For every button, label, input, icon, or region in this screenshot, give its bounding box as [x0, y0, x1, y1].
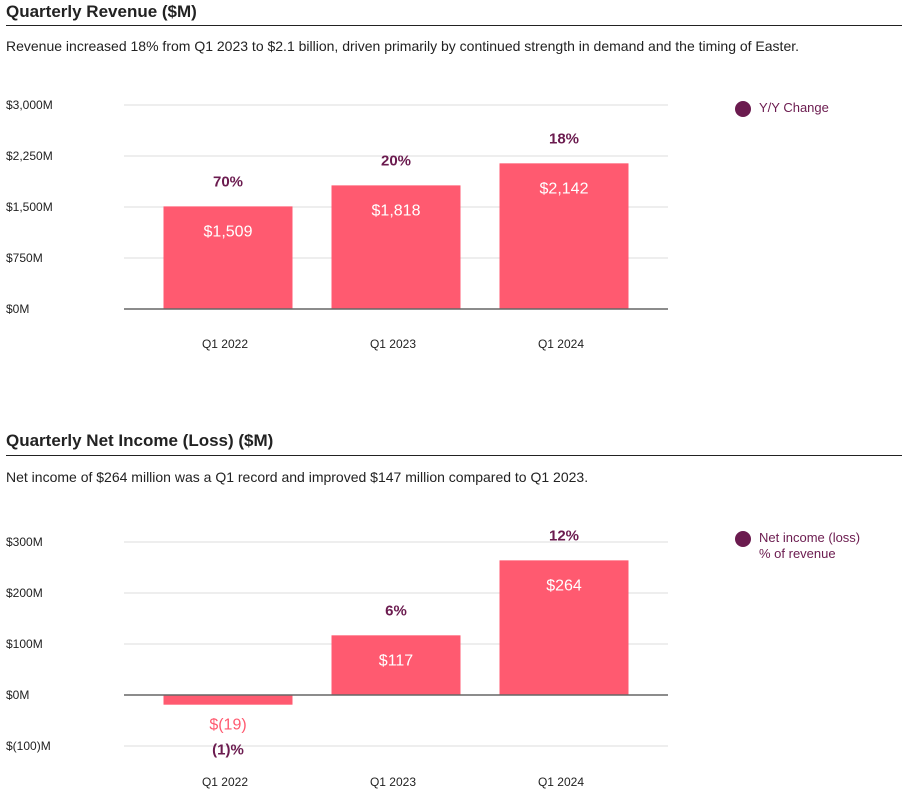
- net-income-x-category-label: Q1 2023: [370, 775, 416, 789]
- revenue-chart: $0M $750M $1,500M $2,250M $3,000M $1,509 70% Q1…: [6, 98, 668, 351]
- net-income-bar: [499, 560, 629, 695]
- revenue-y-tick-label: $0M: [6, 302, 29, 316]
- revenue-chart-title: Quarterly Revenue ($M): [6, 2, 197, 21]
- net-income-bar-pct-label: 6%: [385, 602, 407, 619]
- net-income-title-rule: [6, 455, 902, 456]
- revenue-legend: Y/Y Change: [735, 100, 829, 117]
- net-income-bar-value-label: $264: [546, 577, 582, 594]
- revenue-bar-value-label: $1,818: [372, 202, 421, 219]
- net-income-legend: Net income (loss) % of revenue: [735, 530, 860, 562]
- revenue-x-category-label: Q1 2024: [538, 337, 584, 351]
- net-income-legend-line1: Net income (loss): [759, 530, 861, 545]
- net-income-bar-value-label: $(19): [209, 717, 246, 734]
- revenue-bar-pct-label: 18%: [549, 130, 579, 147]
- revenue-y-tick-label: $2,250M: [6, 149, 53, 163]
- revenue-bar-pct-label: 20%: [381, 152, 411, 169]
- net-income-bar: [331, 635, 461, 695]
- revenue-bar-value-label: $2,142: [540, 180, 589, 197]
- revenue-bar: [331, 185, 461, 309]
- net-income-legend-line2: % of revenue: [759, 546, 836, 561]
- net-income-bar-pct-label: 12%: [549, 527, 579, 544]
- revenue-y-tick-label: $1,500M: [6, 200, 53, 214]
- net-income-y-tick-label: $300M: [6, 535, 43, 549]
- net-income-y-tick-label: $(100)M: [6, 739, 51, 753]
- net-income-y-tick-label: $0M: [6, 688, 29, 702]
- revenue-y-tick-label: $750M: [6, 251, 43, 265]
- revenue-legend-text: Y/Y Change: [759, 100, 829, 116]
- revenue-x-category-label: Q1 2022: [202, 337, 248, 351]
- net-income-legend-text: Net income (loss) % of revenue: [759, 530, 860, 562]
- revenue-title-rule: [6, 25, 902, 26]
- net-income-y-tick-label: $100M: [6, 637, 43, 651]
- revenue-x-category-label: Q1 2023: [370, 337, 416, 351]
- revenue-legend-line1: Y/Y Change: [759, 100, 829, 115]
- revenue-bar: [163, 206, 293, 309]
- revenue-legend-dot: [735, 101, 751, 117]
- net-income-bar-value-label: $117: [379, 652, 414, 669]
- revenue-bar-value-label: $1,509: [204, 223, 253, 240]
- revenue-bar: [499, 163, 629, 309]
- revenue-y-tick-label: $3,000M: [6, 98, 53, 112]
- net-income-bar: [163, 695, 293, 705]
- net-income-bar-pct-label: (1)%: [212, 742, 244, 759]
- net-income-x-category-label: Q1 2024: [538, 775, 584, 789]
- net-income-chart-title: Quarterly Net Income (Loss) ($M): [6, 431, 274, 450]
- net-income-legend-dot: [735, 531, 751, 547]
- net-income-subtitle: Net income of $264 million was a Q1 reco…: [6, 469, 589, 485]
- revenue-bar-pct-label: 70%: [213, 173, 243, 190]
- net-income-x-category-label: Q1 2022: [202, 775, 248, 789]
- net-income-y-tick-label: $200M: [6, 586, 43, 600]
- revenue-subtitle: Revenue increased 18% from Q1 2023 to $2…: [6, 38, 800, 54]
